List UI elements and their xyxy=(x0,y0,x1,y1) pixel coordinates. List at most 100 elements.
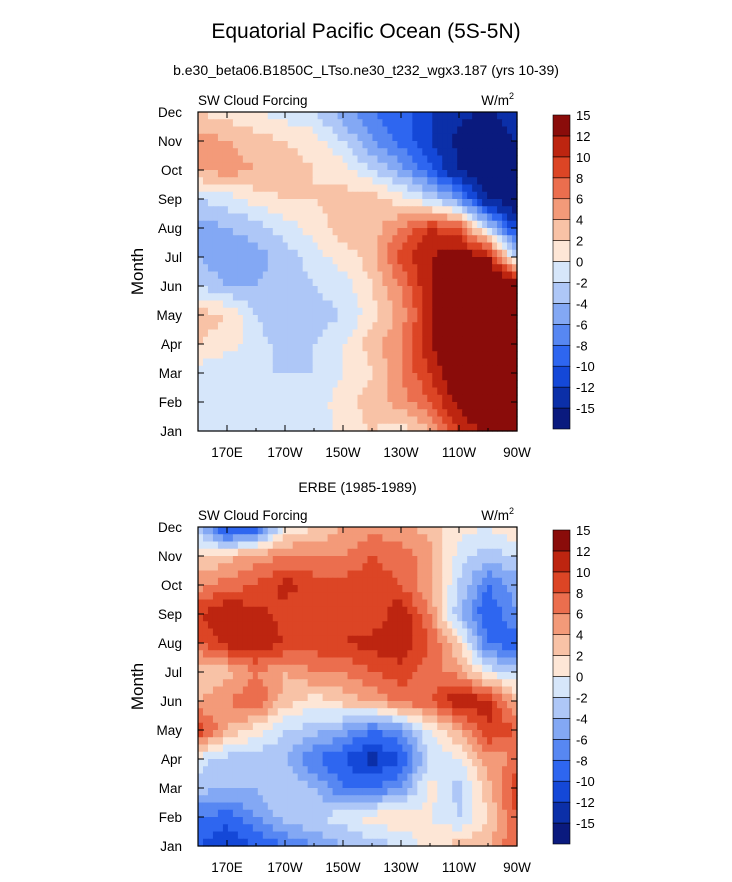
heatmap-cell xyxy=(242,577,249,586)
heatmap-cell xyxy=(287,701,294,709)
heatmap-cell xyxy=(287,534,294,543)
heatmap-cell xyxy=(477,336,483,345)
heatmap-cell xyxy=(337,534,344,543)
heatmap-cell xyxy=(207,416,214,425)
heatmap-cell xyxy=(347,112,354,120)
heatmap-cell xyxy=(202,235,209,244)
heatmap-cell xyxy=(198,737,204,746)
colorbar-label: 2 xyxy=(576,234,583,249)
heatmap-cell xyxy=(297,570,304,579)
heatmap-cell xyxy=(397,199,403,207)
heatmap-cell xyxy=(512,307,518,316)
heatmap-cell xyxy=(312,249,319,258)
heatmap-cell xyxy=(397,751,403,760)
heatmap-cell xyxy=(447,264,453,273)
heatmap-cell xyxy=(457,592,463,601)
heatmap-cell xyxy=(477,548,483,557)
heatmap-cell xyxy=(337,730,344,738)
heatmap-cell xyxy=(447,599,453,608)
heatmap-cell xyxy=(457,336,463,345)
heatmap-cell xyxy=(407,628,413,637)
heatmap-cell xyxy=(202,614,209,622)
heatmap-cell xyxy=(427,387,433,396)
heatmap-cell xyxy=(447,228,453,236)
heatmap-cell xyxy=(482,344,488,352)
heatmap-cell xyxy=(257,141,264,149)
heatmap-cell xyxy=(257,148,264,157)
heatmap-cell xyxy=(362,614,369,622)
heatmap-cell xyxy=(357,621,364,630)
heatmap-cell xyxy=(262,257,269,265)
heatmap-cell xyxy=(262,394,269,403)
heatmap-cell xyxy=(402,155,408,164)
heatmap-cell xyxy=(342,708,349,717)
heatmap-cell xyxy=(427,416,433,425)
heatmap-cell xyxy=(207,351,214,360)
heatmap-cell xyxy=(317,271,324,280)
heatmap-cell xyxy=(512,751,518,760)
heatmap-cell xyxy=(257,423,264,432)
heatmap-cell xyxy=(397,184,403,193)
heatmap-cell xyxy=(237,133,244,142)
heatmap-cell xyxy=(492,264,498,273)
heatmap-cell xyxy=(252,387,259,396)
heatmap-cell xyxy=(292,278,299,287)
heatmap-cell xyxy=(337,148,344,157)
heatmap-cell xyxy=(437,351,443,360)
heatmap-cell xyxy=(417,177,423,186)
heatmap-cell xyxy=(367,650,374,659)
heatmap-cell xyxy=(417,534,423,543)
heatmap-cell xyxy=(427,693,433,702)
heatmap-cell xyxy=(307,722,314,731)
heatmap-cell xyxy=(347,686,354,695)
heatmap-cell xyxy=(507,548,513,557)
heatmap-cell xyxy=(407,213,413,222)
heatmap-cell xyxy=(477,686,483,695)
heatmap-cell xyxy=(302,664,309,673)
heatmap-cell xyxy=(392,693,398,702)
heatmap-cell xyxy=(482,416,488,425)
heatmap-cell xyxy=(502,577,508,586)
heatmap-cell xyxy=(357,112,364,120)
heatmap-cell xyxy=(302,293,309,302)
heatmap-cell xyxy=(397,286,403,294)
plot-frame xyxy=(197,111,518,432)
heatmap-cell xyxy=(367,242,374,251)
heatmap-cell xyxy=(322,141,329,149)
heatmap-cell xyxy=(242,708,249,717)
heatmap-cell xyxy=(407,635,413,644)
heatmap-cell xyxy=(412,722,418,731)
heatmap-cell xyxy=(287,759,294,767)
heatmap-cell xyxy=(282,365,289,374)
heatmap-cell xyxy=(417,358,423,367)
heatmap-cell xyxy=(437,744,443,753)
heatmap-cell xyxy=(392,614,398,622)
heatmap-cell xyxy=(377,322,384,331)
heatmap-cell xyxy=(212,380,219,389)
heatmap-cell xyxy=(432,548,438,557)
heatmap-cell xyxy=(387,416,393,425)
heatmap-cell xyxy=(212,657,219,666)
heatmap-cell xyxy=(487,577,493,586)
heatmap-cell xyxy=(272,119,279,128)
heatmap-cell xyxy=(382,527,388,535)
heatmap-cell xyxy=(262,162,269,171)
heatmap-cell xyxy=(502,592,508,601)
heatmap-cell xyxy=(292,686,299,695)
heatmap-cell xyxy=(297,606,304,615)
heatmap-cell xyxy=(467,271,473,280)
heatmap-cell xyxy=(252,416,259,425)
heatmap-cell xyxy=(237,606,244,615)
heatmap-cell xyxy=(347,394,354,403)
heatmap-cell xyxy=(337,322,344,331)
heatmap-cell xyxy=(382,643,388,651)
heatmap-cell xyxy=(472,570,478,579)
heatmap-cell xyxy=(452,570,458,579)
heatmap-cell xyxy=(202,133,209,142)
heatmap-cell xyxy=(342,177,349,186)
heatmap-cell xyxy=(332,220,339,229)
heatmap-cell xyxy=(367,162,374,171)
heatmap-cell xyxy=(277,351,284,360)
heatmap-cell xyxy=(198,228,204,236)
heatmap-cell xyxy=(407,235,413,244)
